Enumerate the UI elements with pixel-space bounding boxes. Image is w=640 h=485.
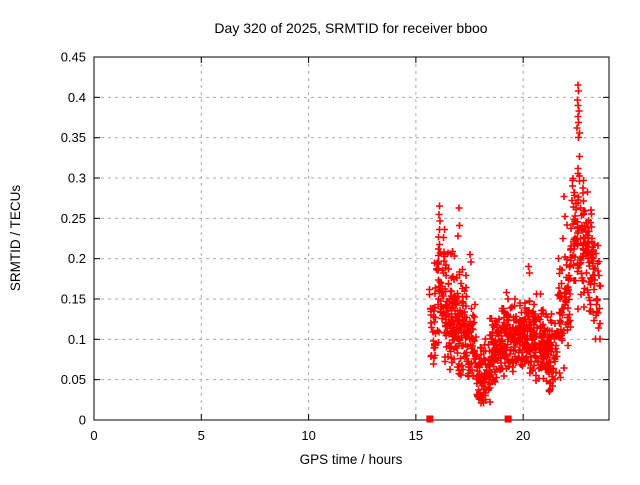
scatter-points [426,81,604,407]
frame-layer [93,56,610,421]
y-tick-label: 0 [79,413,86,428]
y-tick-label: 0.4 [68,90,86,105]
baseline-square-marker [426,415,434,423]
baseline-square-marker [504,415,512,423]
y-tick-label: 0.15 [61,292,86,307]
y-tick-label: 0.2 [68,251,86,266]
data-layer [426,81,604,423]
plot-frame [93,56,610,421]
x-tick-label: 15 [409,428,423,443]
chart-title: Day 320 of 2025, SRMTID for receiver bbo… [214,20,487,36]
x-tick-label: 5 [198,428,205,443]
y-tick-label: 0.35 [61,130,86,145]
x-tick-label: 0 [90,428,97,443]
y-tick-label: 0.05 [61,372,86,387]
x-axis-label: GPS time / hours [300,452,403,467]
tick-labels-layer: 0 5 10 15 20 0 0.05 0.1 0.15 0.2 0.25 0.3 0.35 0.4 0.4… [61,50,531,444]
y-tick-label: 0.25 [61,211,86,226]
x-tick-label: 10 [301,428,315,443]
y-axis-label: SRMTID / TECUs [8,185,23,292]
y-tick-label: 0.45 [61,50,86,65]
y-tick-label: 0.1 [68,332,86,347]
y-tick-label: 0.3 [68,171,86,186]
x-tick-label: 20 [516,428,530,443]
